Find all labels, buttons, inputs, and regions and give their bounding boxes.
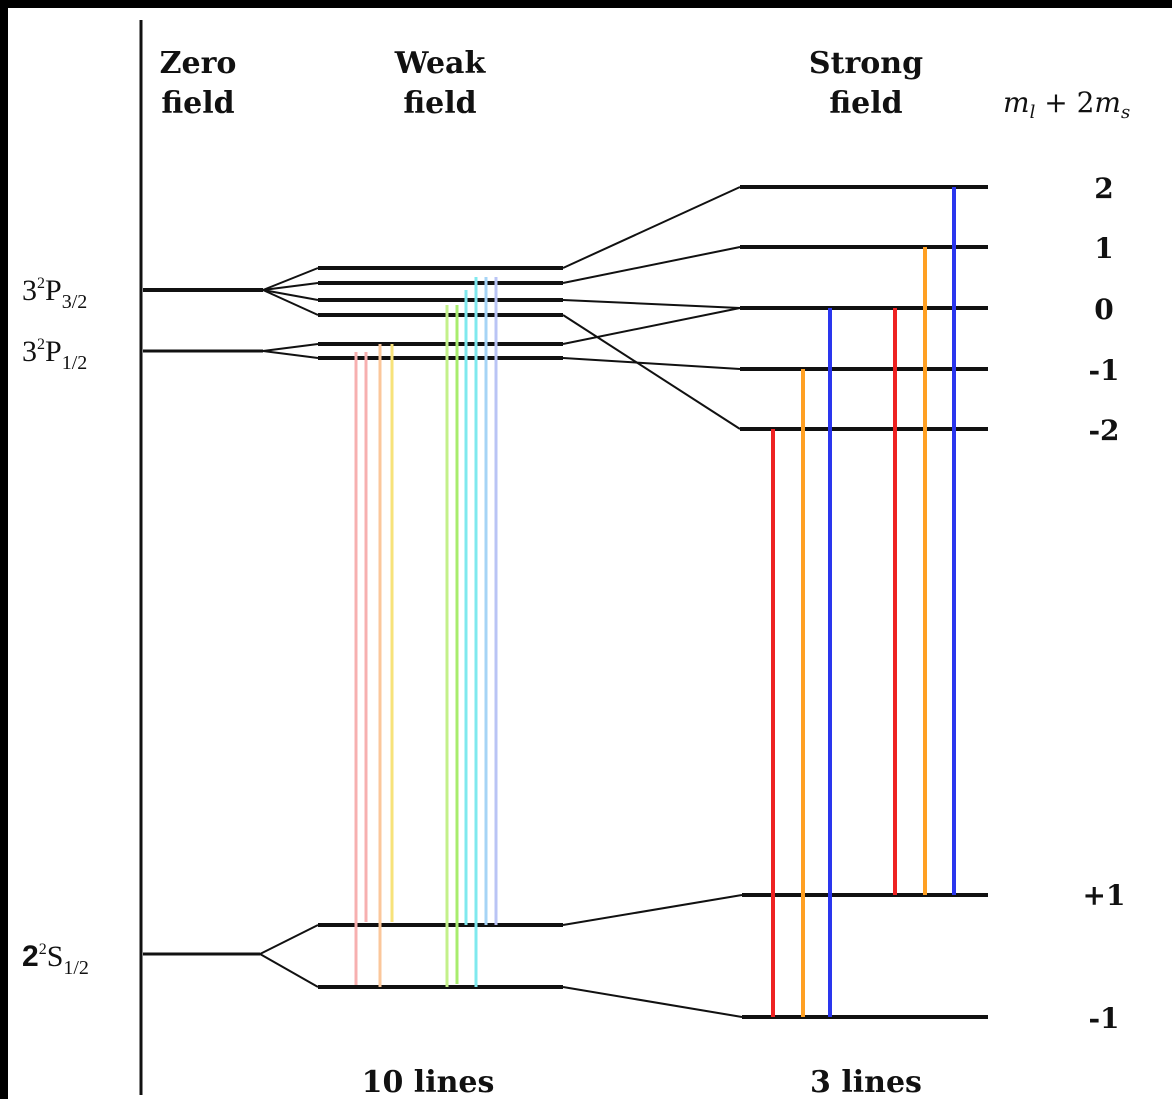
connector [262, 282, 319, 291]
header-zero-field-line2: field [161, 86, 234, 121]
zero-field-levels [143, 288, 263, 956]
upper-values: 2 1 0 -1 -2 [1088, 172, 1119, 447]
weak-field-transitions [354, 277, 498, 987]
connector [562, 246, 741, 284]
connector [262, 289, 319, 301]
strong-field-line-count: 3 lines [810, 1065, 922, 1099]
connector [262, 289, 319, 316]
header-quantum-number: ml + 2ms [1003, 86, 1130, 123]
connector [259, 924, 319, 955]
connector [262, 350, 319, 359]
lower-values: +1 -1 [1083, 879, 1126, 1035]
value-label: 1 [1094, 232, 1113, 265]
value-label: -2 [1088, 414, 1119, 447]
value-label: -1 [1088, 354, 1119, 387]
weak-to-strong-connectors [562, 186, 743, 1018]
value-label: 2 [1094, 172, 1113, 205]
strong-field-levels [740, 185, 988, 1019]
term-label-p32: 32P3/2 [22, 274, 87, 313]
header-strong-field-line1: Strong [809, 46, 923, 81]
zero-to-weak-connectors [259, 267, 319, 988]
header-weak-field-line2: field [403, 86, 476, 121]
connector [259, 953, 319, 988]
weak-field-levels [318, 266, 563, 989]
header-weak-field-line1: Weak [394, 46, 487, 81]
value-label: 0 [1094, 293, 1113, 326]
diagram-panel: Zero field Weak field Strong field ml + … [8, 8, 1172, 1099]
connector [562, 357, 741, 370]
header-zero-field-line1: Zero [160, 46, 237, 81]
connector [562, 186, 741, 269]
header-strong-field-line2: field [829, 86, 902, 121]
connector [262, 343, 319, 352]
connector [562, 986, 743, 1018]
weak-field-line-count: 10 lines [362, 1065, 495, 1099]
strong-field-transitions [771, 187, 956, 1017]
connector [262, 267, 319, 291]
value-label: +1 [1083, 879, 1126, 912]
term-label-s12: 22S1/2 [22, 940, 89, 979]
value-label: -1 [1088, 1002, 1119, 1035]
connector [562, 894, 743, 926]
term-label-p12: 32P1/2 [22, 335, 87, 374]
connector [562, 307, 741, 345]
zeeman-energy-diagram: Zero field Weak field Strong field ml + … [22, 20, 1130, 1099]
connector [562, 299, 741, 309]
connector [562, 314, 741, 430]
